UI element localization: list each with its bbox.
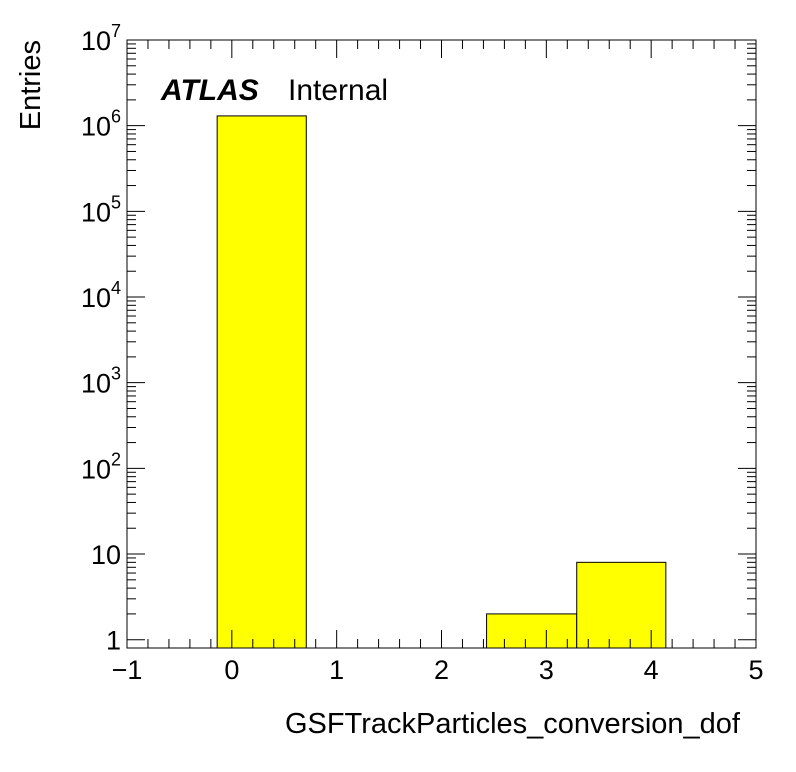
histogram-bars	[216, 115, 667, 649]
y-tick-label: 107	[81, 21, 121, 56]
y-tick-label-exponent: 3	[111, 364, 121, 384]
x-tick-label: 2	[434, 655, 449, 685]
y-tick-label-exponent: 7	[111, 21, 121, 41]
y-tick-label: 1	[106, 626, 121, 656]
y-tick-label-base: 10	[81, 197, 111, 227]
histogram-bar-4	[576, 561, 667, 649]
atlas-label: ATLAS	[160, 74, 259, 107]
y-tick-label: 104	[81, 278, 121, 313]
y-tick-label-base: 10	[81, 454, 111, 484]
y-tick-label-exponent: 4	[111, 278, 121, 298]
y-tick-label-base: 10	[81, 112, 111, 142]
x-tick-label: 0	[224, 655, 239, 685]
x-tick-label: −1	[112, 655, 143, 685]
x-tick-label: 4	[644, 655, 659, 685]
histogram-bar-0	[216, 115, 307, 649]
y-tick-label-base: 10	[81, 283, 111, 313]
y-tick-label-exponent: 2	[111, 449, 121, 469]
x-tick-label: 5	[748, 655, 763, 685]
y-tick-label: 105	[81, 192, 121, 227]
y-tick-label-exponent: 6	[111, 107, 121, 127]
y-tick-label: 103	[81, 364, 121, 399]
internal-label: Internal	[288, 74, 388, 107]
y-tick-label: 106	[81, 107, 121, 142]
histogram-bar-3	[486, 613, 578, 649]
x-axis-title: GSFTrackParticles_conversion_dof	[285, 708, 741, 740]
y-tick-label: 10	[91, 540, 121, 570]
axis-ticks	[126, 39, 757, 648]
x-tick-label: 1	[329, 655, 344, 685]
x-tick-label: 3	[539, 655, 554, 685]
y-tick-label-exponent: 5	[111, 192, 121, 212]
y-tick-label-base: 10	[81, 369, 111, 399]
y-tick-label: 102	[81, 449, 121, 484]
y-axis-title: Entries	[15, 40, 47, 130]
x-tick-labels: −1 0 1 2 3 4 5	[112, 655, 764, 685]
y-tick-label-base: 10	[81, 26, 111, 56]
